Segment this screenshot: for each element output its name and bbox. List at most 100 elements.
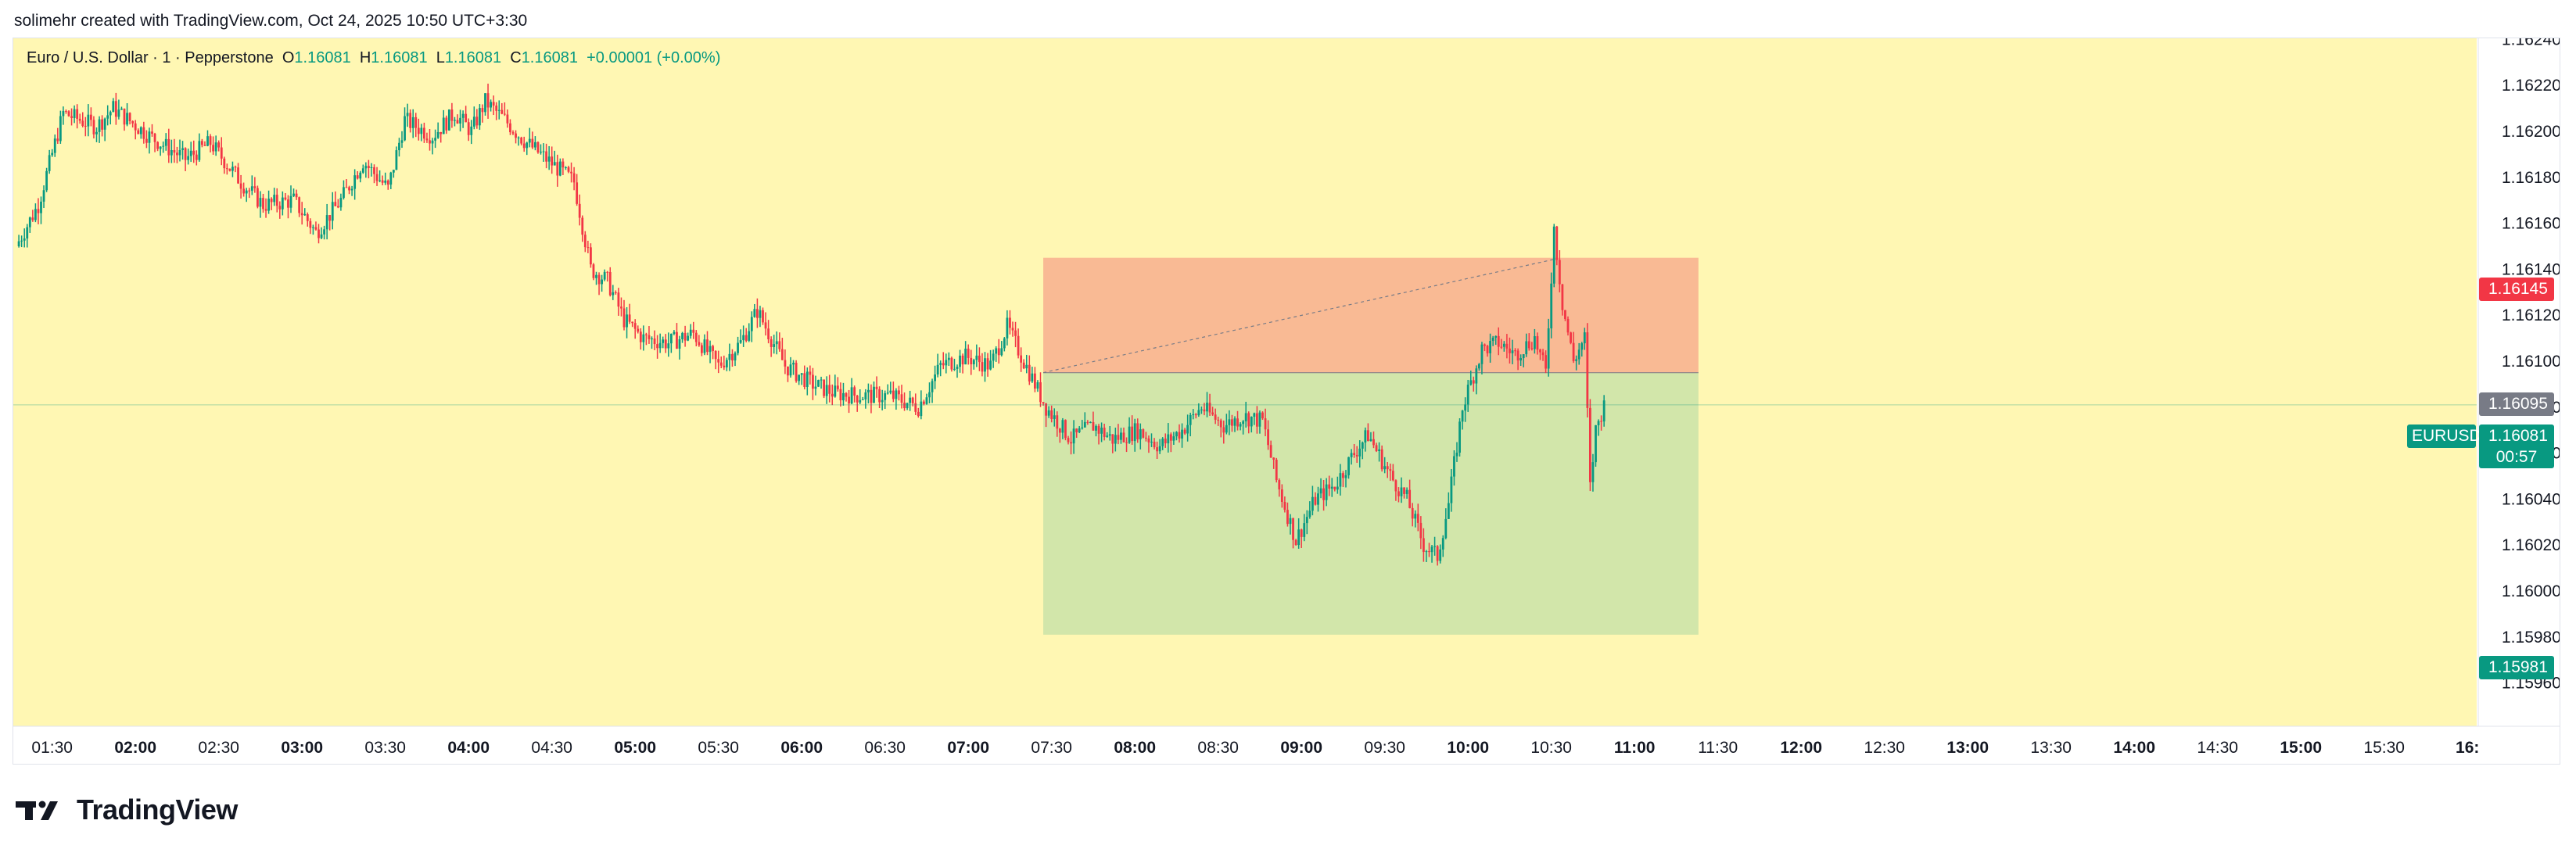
candle-body[interactable]	[698, 342, 701, 346]
candle-body[interactable]	[170, 149, 173, 156]
candle-body[interactable]	[526, 142, 529, 149]
candle-body[interactable]	[1525, 341, 1528, 355]
candle-body[interactable]	[1558, 260, 1561, 285]
candle-body[interactable]	[134, 123, 137, 131]
candle-body[interactable]	[309, 220, 312, 228]
candle-body[interactable]	[961, 355, 964, 365]
candle-body[interactable]	[950, 357, 953, 370]
candle-body[interactable]	[853, 387, 856, 396]
candle-body[interactable]	[909, 397, 912, 403]
candle-body[interactable]	[1072, 428, 1075, 444]
candle-body[interactable]	[1580, 343, 1584, 350]
candle-body[interactable]	[789, 364, 792, 376]
candle-body[interactable]	[1408, 489, 1412, 508]
candle-body[interactable]	[1602, 400, 1606, 422]
candle-body[interactable]	[1319, 488, 1322, 494]
candle-body[interactable]	[486, 93, 490, 108]
candle-body[interactable]	[923, 401, 925, 404]
candle-body[interactable]	[689, 329, 692, 336]
candle-body[interactable]	[231, 167, 234, 171]
candle-body[interactable]	[792, 363, 795, 365]
candle-body[interactable]	[1050, 410, 1053, 419]
candle-body[interactable]	[386, 180, 389, 185]
candle-body[interactable]	[1111, 434, 1114, 444]
candle-body[interactable]	[275, 195, 278, 206]
candle-body[interactable]	[1294, 539, 1297, 546]
candle-body[interactable]	[26, 227, 29, 239]
candle-body[interactable]	[292, 193, 295, 196]
candle-body[interactable]	[881, 399, 884, 403]
candle-body[interactable]	[384, 180, 387, 183]
candle-body[interactable]	[479, 108, 481, 126]
candle-body[interactable]	[756, 309, 759, 318]
candle-body[interactable]	[595, 274, 597, 278]
candle-body[interactable]	[1269, 445, 1272, 458]
candle-body[interactable]	[972, 360, 975, 364]
symbol-title[interactable]: Euro / U.S. Dollar · 1 · Pepperstone	[27, 49, 274, 66]
candle-body[interactable]	[920, 401, 923, 417]
candle-body[interactable]	[1083, 421, 1086, 428]
candle-body[interactable]	[159, 146, 162, 149]
candle-body[interactable]	[1056, 415, 1059, 429]
candle-body[interactable]	[603, 271, 606, 280]
candle-body[interactable]	[1472, 380, 1475, 384]
candle-body[interactable]	[336, 206, 339, 208]
candle-body[interactable]	[459, 117, 461, 124]
candle-body[interactable]	[398, 142, 400, 151]
candle-body[interactable]	[17, 241, 20, 246]
candle-body[interactable]	[653, 338, 656, 345]
candle-body[interactable]	[764, 322, 767, 329]
candle-body[interactable]	[465, 113, 468, 123]
candle-body[interactable]	[209, 136, 212, 145]
candle-body[interactable]	[1108, 434, 1111, 436]
candle-body[interactable]	[1344, 475, 1347, 478]
candle-body[interactable]	[20, 240, 23, 242]
candle-body[interactable]	[900, 394, 903, 403]
candle-body[interactable]	[151, 131, 153, 134]
candle-body[interactable]	[1444, 518, 1448, 539]
candle-body[interactable]	[1006, 317, 1009, 339]
candle-body[interactable]	[1194, 414, 1197, 416]
candle-body[interactable]	[395, 150, 398, 170]
candle-body[interactable]	[1339, 473, 1342, 487]
candle-body[interactable]	[561, 161, 565, 168]
candle-body[interactable]	[225, 168, 228, 170]
candle-body[interactable]	[836, 385, 839, 389]
candle-body[interactable]	[81, 120, 84, 126]
candle-body[interactable]	[1172, 436, 1175, 441]
candle-body[interactable]	[1522, 354, 1525, 359]
candle-body[interactable]	[1367, 430, 1369, 442]
candle-body[interactable]	[475, 116, 479, 126]
candle-body[interactable]	[242, 188, 246, 194]
candle-body[interactable]	[1197, 410, 1200, 416]
candle-body[interactable]	[1225, 424, 1228, 433]
candle-body[interactable]	[217, 142, 221, 148]
candle-body[interactable]	[223, 158, 226, 169]
candle-body[interactable]	[434, 138, 436, 141]
candle-body[interactable]	[717, 359, 720, 363]
candle-body[interactable]	[1122, 432, 1125, 442]
candle-body[interactable]	[1386, 466, 1389, 470]
candle-body[interactable]	[1545, 355, 1547, 369]
candle-body[interactable]	[42, 190, 45, 202]
candle-body[interactable]	[828, 385, 831, 394]
candle-body[interactable]	[350, 188, 353, 191]
candle-body[interactable]	[257, 188, 259, 207]
candle-body[interactable]	[1136, 423, 1139, 439]
candle-body[interactable]	[1244, 413, 1247, 421]
candle-body[interactable]	[1547, 328, 1550, 369]
candle-body[interactable]	[1591, 462, 1595, 482]
candle-body[interactable]	[300, 213, 303, 216]
candle-body[interactable]	[931, 381, 934, 392]
candle-body[interactable]	[328, 215, 332, 221]
candle-body[interactable]	[1464, 404, 1467, 411]
candle-body[interactable]	[201, 141, 203, 145]
candle-body[interactable]	[1058, 428, 1061, 433]
candle-body[interactable]	[262, 198, 264, 210]
candle-body[interactable]	[195, 154, 198, 160]
candle-body[interactable]	[237, 167, 239, 184]
candle-body[interactable]	[1486, 346, 1489, 353]
candle-body[interactable]	[914, 403, 917, 412]
candle-body[interactable]	[67, 111, 70, 116]
candle-body[interactable]	[1403, 487, 1405, 494]
